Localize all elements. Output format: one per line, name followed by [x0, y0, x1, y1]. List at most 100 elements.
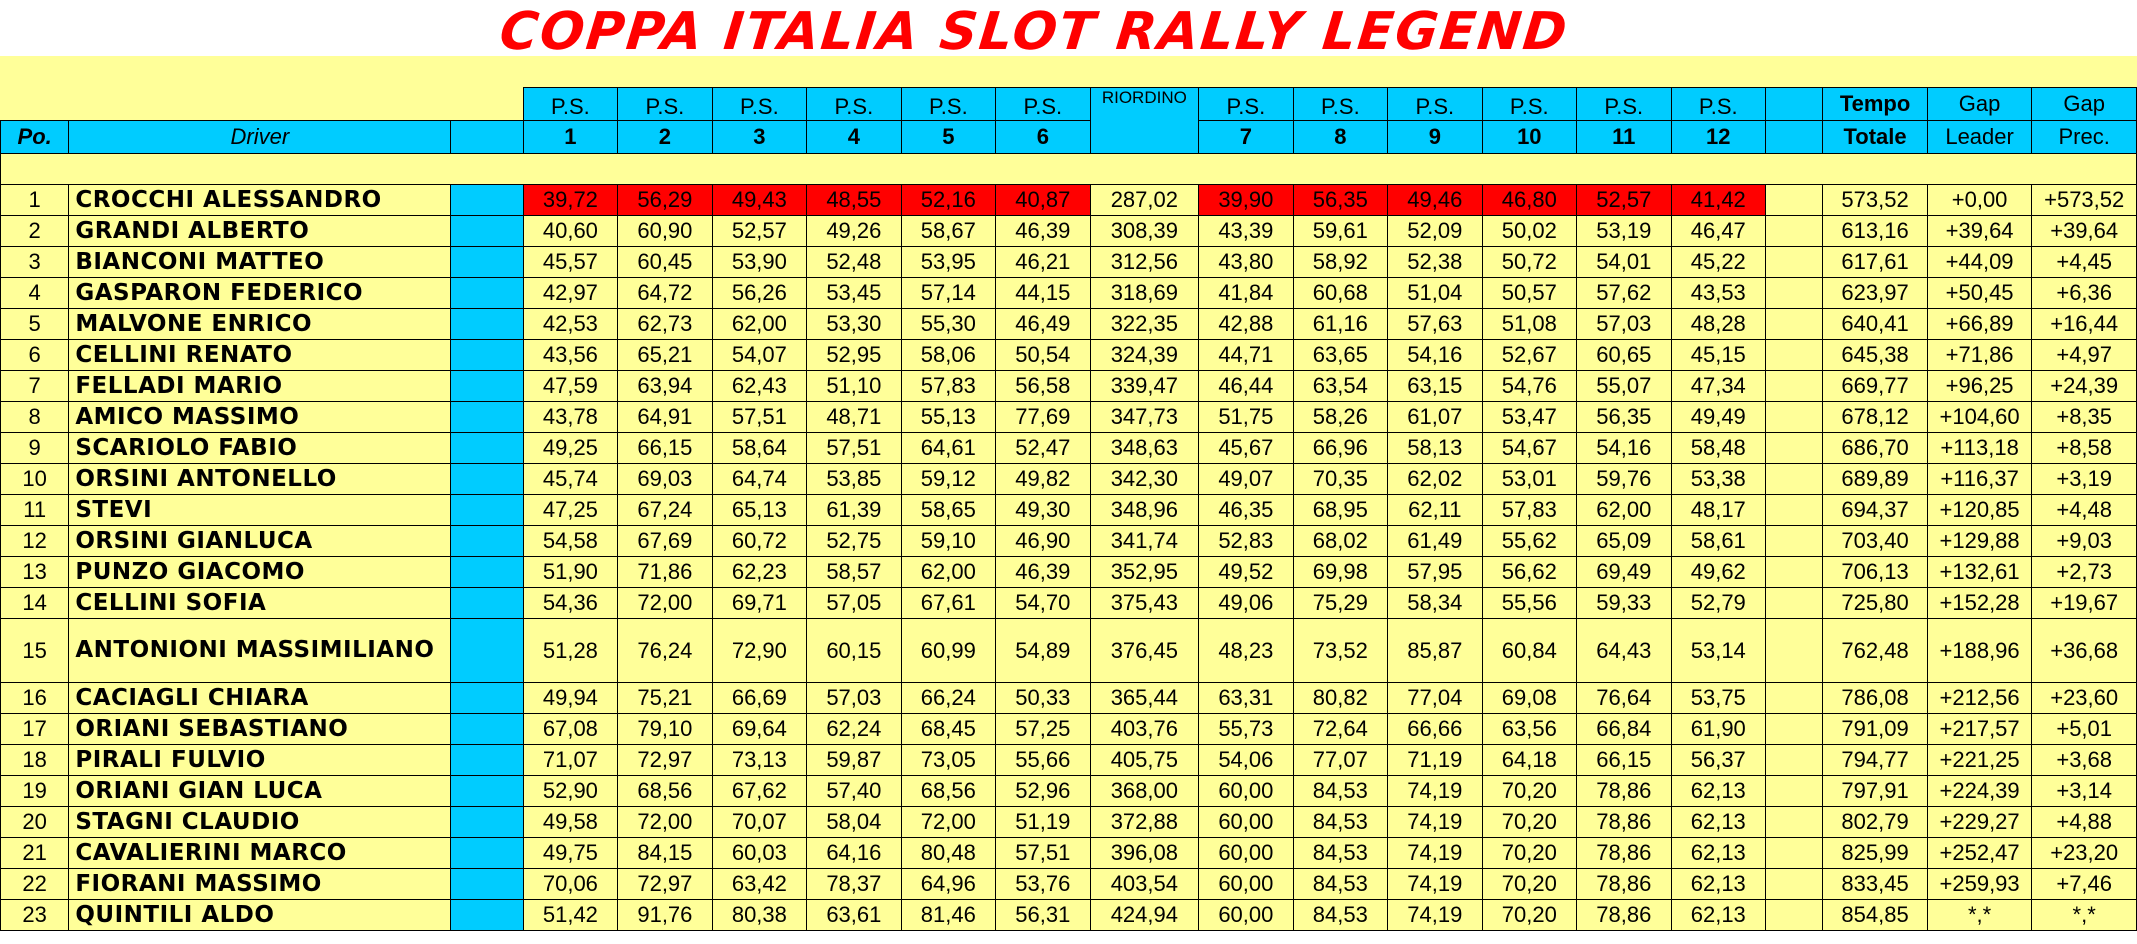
- gap-prec-cell: +3,14: [2031, 775, 2137, 807]
- stage-time-cell: 78,86: [1576, 806, 1672, 838]
- stage-time-cell: 49,75: [522, 837, 619, 869]
- separator-cell: [1765, 744, 1824, 776]
- stage-time-cell: 70,20: [1481, 837, 1578, 869]
- riordino-cell: 348,63: [1089, 432, 1200, 464]
- stage-time-cell: 78,86: [1576, 775, 1672, 807]
- stage-time-cell: 66,96: [1292, 432, 1389, 464]
- riordino-cell: 405,75: [1089, 744, 1200, 776]
- stage-time-cell: 77,04: [1387, 682, 1483, 714]
- position-cell: 15: [0, 618, 70, 683]
- header-stage-label: P.S.: [995, 87, 1091, 121]
- stage-time-cell: 68,56: [900, 775, 997, 807]
- position-cell: 12: [0, 525, 70, 557]
- stage-time-cell: 46,21: [995, 246, 1091, 278]
- stage-time-cell: 74,19: [1387, 868, 1483, 900]
- table-row: 11 STEVI 47,25 67,24 65,13 61,39 58,65 49,30 348…: [0, 494, 2137, 526]
- driver-cell: MALVONE ENRICO: [68, 308, 452, 340]
- position-cell: 8: [0, 401, 70, 433]
- position-cell: 14: [0, 587, 70, 619]
- stage-time-cell: 54,89: [995, 618, 1091, 683]
- stage-time-cell: 51,75: [1198, 401, 1294, 433]
- stage-time-cell: 56,62: [1481, 556, 1578, 588]
- stage-time-cell: 60,65: [1576, 339, 1672, 371]
- stage-time-cell: 48,71: [806, 401, 902, 433]
- total-time-cell: 854,85: [1822, 899, 1928, 931]
- stage-time-cell: 62,13: [1670, 806, 1767, 838]
- stage-time-cell: 67,24: [617, 494, 713, 526]
- separator-cell: [1765, 401, 1824, 433]
- stage-time-cell: 49,52: [1198, 556, 1294, 588]
- stage-time-cell: 58,57: [806, 556, 902, 588]
- driver-marker-cell: [450, 246, 524, 278]
- gap-leader-cell: +224,39: [1926, 775, 2033, 807]
- stage-time-cell: 63,31: [1198, 682, 1294, 714]
- gap-leader-cell: +104,60: [1926, 401, 2033, 433]
- total-time-cell: 703,40: [1822, 525, 1928, 557]
- gap-leader-cell: +44,09: [1926, 246, 2033, 278]
- driver-cell: QUINTILI ALDO: [68, 899, 452, 931]
- stage-time-cell: 67,61: [900, 587, 997, 619]
- riordino-cell: 318,69: [1089, 277, 1200, 309]
- stage-time-cell: 57,03: [1576, 308, 1672, 340]
- total-time-cell: 686,70: [1822, 432, 1928, 464]
- driver-cell: CELLINI SOFIA: [68, 587, 452, 619]
- stage-time-cell: 66,15: [617, 432, 713, 464]
- table-row: 8 AMICO MASSIMO 43,78 64,91 57,51 48,71 55,13 7…: [0, 401, 2137, 433]
- stage-time-cell: 55,13: [900, 401, 997, 433]
- stage-time-cell: 53,95: [900, 246, 997, 278]
- stage-time-cell: 55,66: [995, 744, 1091, 776]
- riordino-cell: 396,08: [1089, 837, 1200, 869]
- stage-time-cell: 70,35: [1292, 463, 1389, 495]
- stage-time-cell: 77,07: [1292, 744, 1389, 776]
- stage-time-cell: 73,52: [1292, 618, 1389, 683]
- driver-marker-cell: [450, 868, 524, 900]
- stage-time-cell: 58,06: [900, 339, 997, 371]
- stage-time-cell: 74,19: [1387, 899, 1483, 931]
- stage-time-cell: 80,38: [711, 899, 808, 931]
- stage-time-cell: 48,23: [1198, 618, 1294, 683]
- stage-time-cell: 49,25: [522, 432, 619, 464]
- table-row: 1 CROCCHI ALESSANDRO 39,72 56,29 49,43 48,55 5…: [0, 184, 2137, 216]
- stage-time-cell: 49,46: [1387, 184, 1483, 216]
- position-cell: 18: [0, 744, 70, 776]
- driver-marker-cell: [450, 339, 524, 371]
- stage-time-cell: 71,19: [1387, 744, 1483, 776]
- gap-leader-cell: +129,88: [1926, 525, 2033, 557]
- stage-time-cell: 58,04: [806, 806, 902, 838]
- stage-time-cell: 61,49: [1387, 525, 1483, 557]
- stage-time-cell: 47,34: [1670, 370, 1767, 402]
- stage-time-cell: 56,31: [995, 899, 1091, 931]
- stage-time-cell: 61,07: [1387, 401, 1483, 433]
- riordino-cell: 308,39: [1089, 215, 1200, 247]
- stage-time-cell: 58,92: [1292, 246, 1389, 278]
- header-stage-number: 3: [711, 120, 808, 154]
- stage-time-cell: 58,13: [1387, 432, 1483, 464]
- separator-cell: [1765, 556, 1824, 588]
- separator-cell: [1765, 246, 1824, 278]
- gap-prec-cell: +573,52: [2031, 184, 2137, 216]
- stage-time-cell: 67,62: [711, 775, 808, 807]
- stage-time-cell: 46,47: [1670, 215, 1767, 247]
- stage-time-cell: 72,64: [1292, 713, 1389, 745]
- total-time-cell: 825,99: [1822, 837, 1928, 869]
- driver-marker-cell: [450, 277, 524, 309]
- stage-time-cell: 52,47: [995, 432, 1091, 464]
- stage-time-cell: 62,13: [1670, 899, 1767, 931]
- stage-time-cell: 51,10: [806, 370, 902, 402]
- header-stage-label: P.S.: [806, 87, 902, 121]
- stage-time-cell: 52,83: [1198, 525, 1294, 557]
- stage-time-cell: 40,60: [522, 215, 619, 247]
- stage-time-cell: 78,86: [1576, 868, 1672, 900]
- total-time-cell: 791,09: [1822, 713, 1928, 745]
- header-sep-bottom: [1765, 120, 1824, 154]
- stage-time-cell: 57,40: [806, 775, 902, 807]
- stage-time-cell: 66,15: [1576, 744, 1672, 776]
- gap-prec-cell: +2,73: [2031, 556, 2137, 588]
- gap-prec-cell: +8,58: [2031, 432, 2137, 464]
- stage-time-cell: 55,56: [1481, 587, 1578, 619]
- driver-marker-cell: [450, 215, 524, 247]
- total-time-cell: 762,48: [1822, 618, 1928, 683]
- stage-time-cell: 53,14: [1670, 618, 1767, 683]
- riordino-cell: 342,30: [1089, 463, 1200, 495]
- driver-cell: AMICO MASSIMO: [68, 401, 452, 433]
